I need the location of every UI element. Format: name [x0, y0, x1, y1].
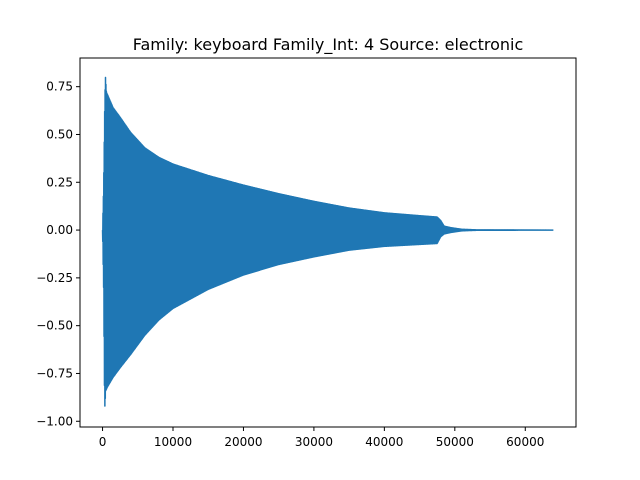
x-tick-label: 0: [99, 435, 107, 449]
x-tick-label: 60000: [506, 435, 544, 449]
y-tick-label: −0.50: [36, 319, 73, 333]
x-tick-label: 50000: [436, 435, 474, 449]
y-tick-label: −0.25: [36, 271, 73, 285]
y-tick-label: 0.25: [46, 175, 73, 189]
x-axis: 0 10000 20000 30000 40000 50000 60000: [99, 427, 544, 449]
y-tick-label: −1.00: [36, 414, 73, 428]
axes-frame: [79, 57, 577, 428]
y-axis: 0.75 0.50 0.25 0.00 −0.25 −0.50 −0.75 −1.00: [36, 80, 80, 428]
x-tick-label: 40000: [365, 435, 403, 449]
x-tick-label: 20000: [224, 435, 262, 449]
x-tick-label: 30000: [295, 435, 333, 449]
y-tick-label: 0.75: [46, 80, 73, 94]
y-tick-label: 0.00: [46, 223, 73, 237]
y-tick-label: −0.75: [36, 366, 73, 380]
plot-area: [101, 76, 554, 407]
chart-title: Family: keyboard Family_Int: 4 Source: e…: [133, 35, 523, 55]
x-tick-label: 10000: [154, 435, 192, 449]
waveform-series-0: [101, 76, 554, 407]
y-tick-label: 0.50: [46, 127, 73, 141]
